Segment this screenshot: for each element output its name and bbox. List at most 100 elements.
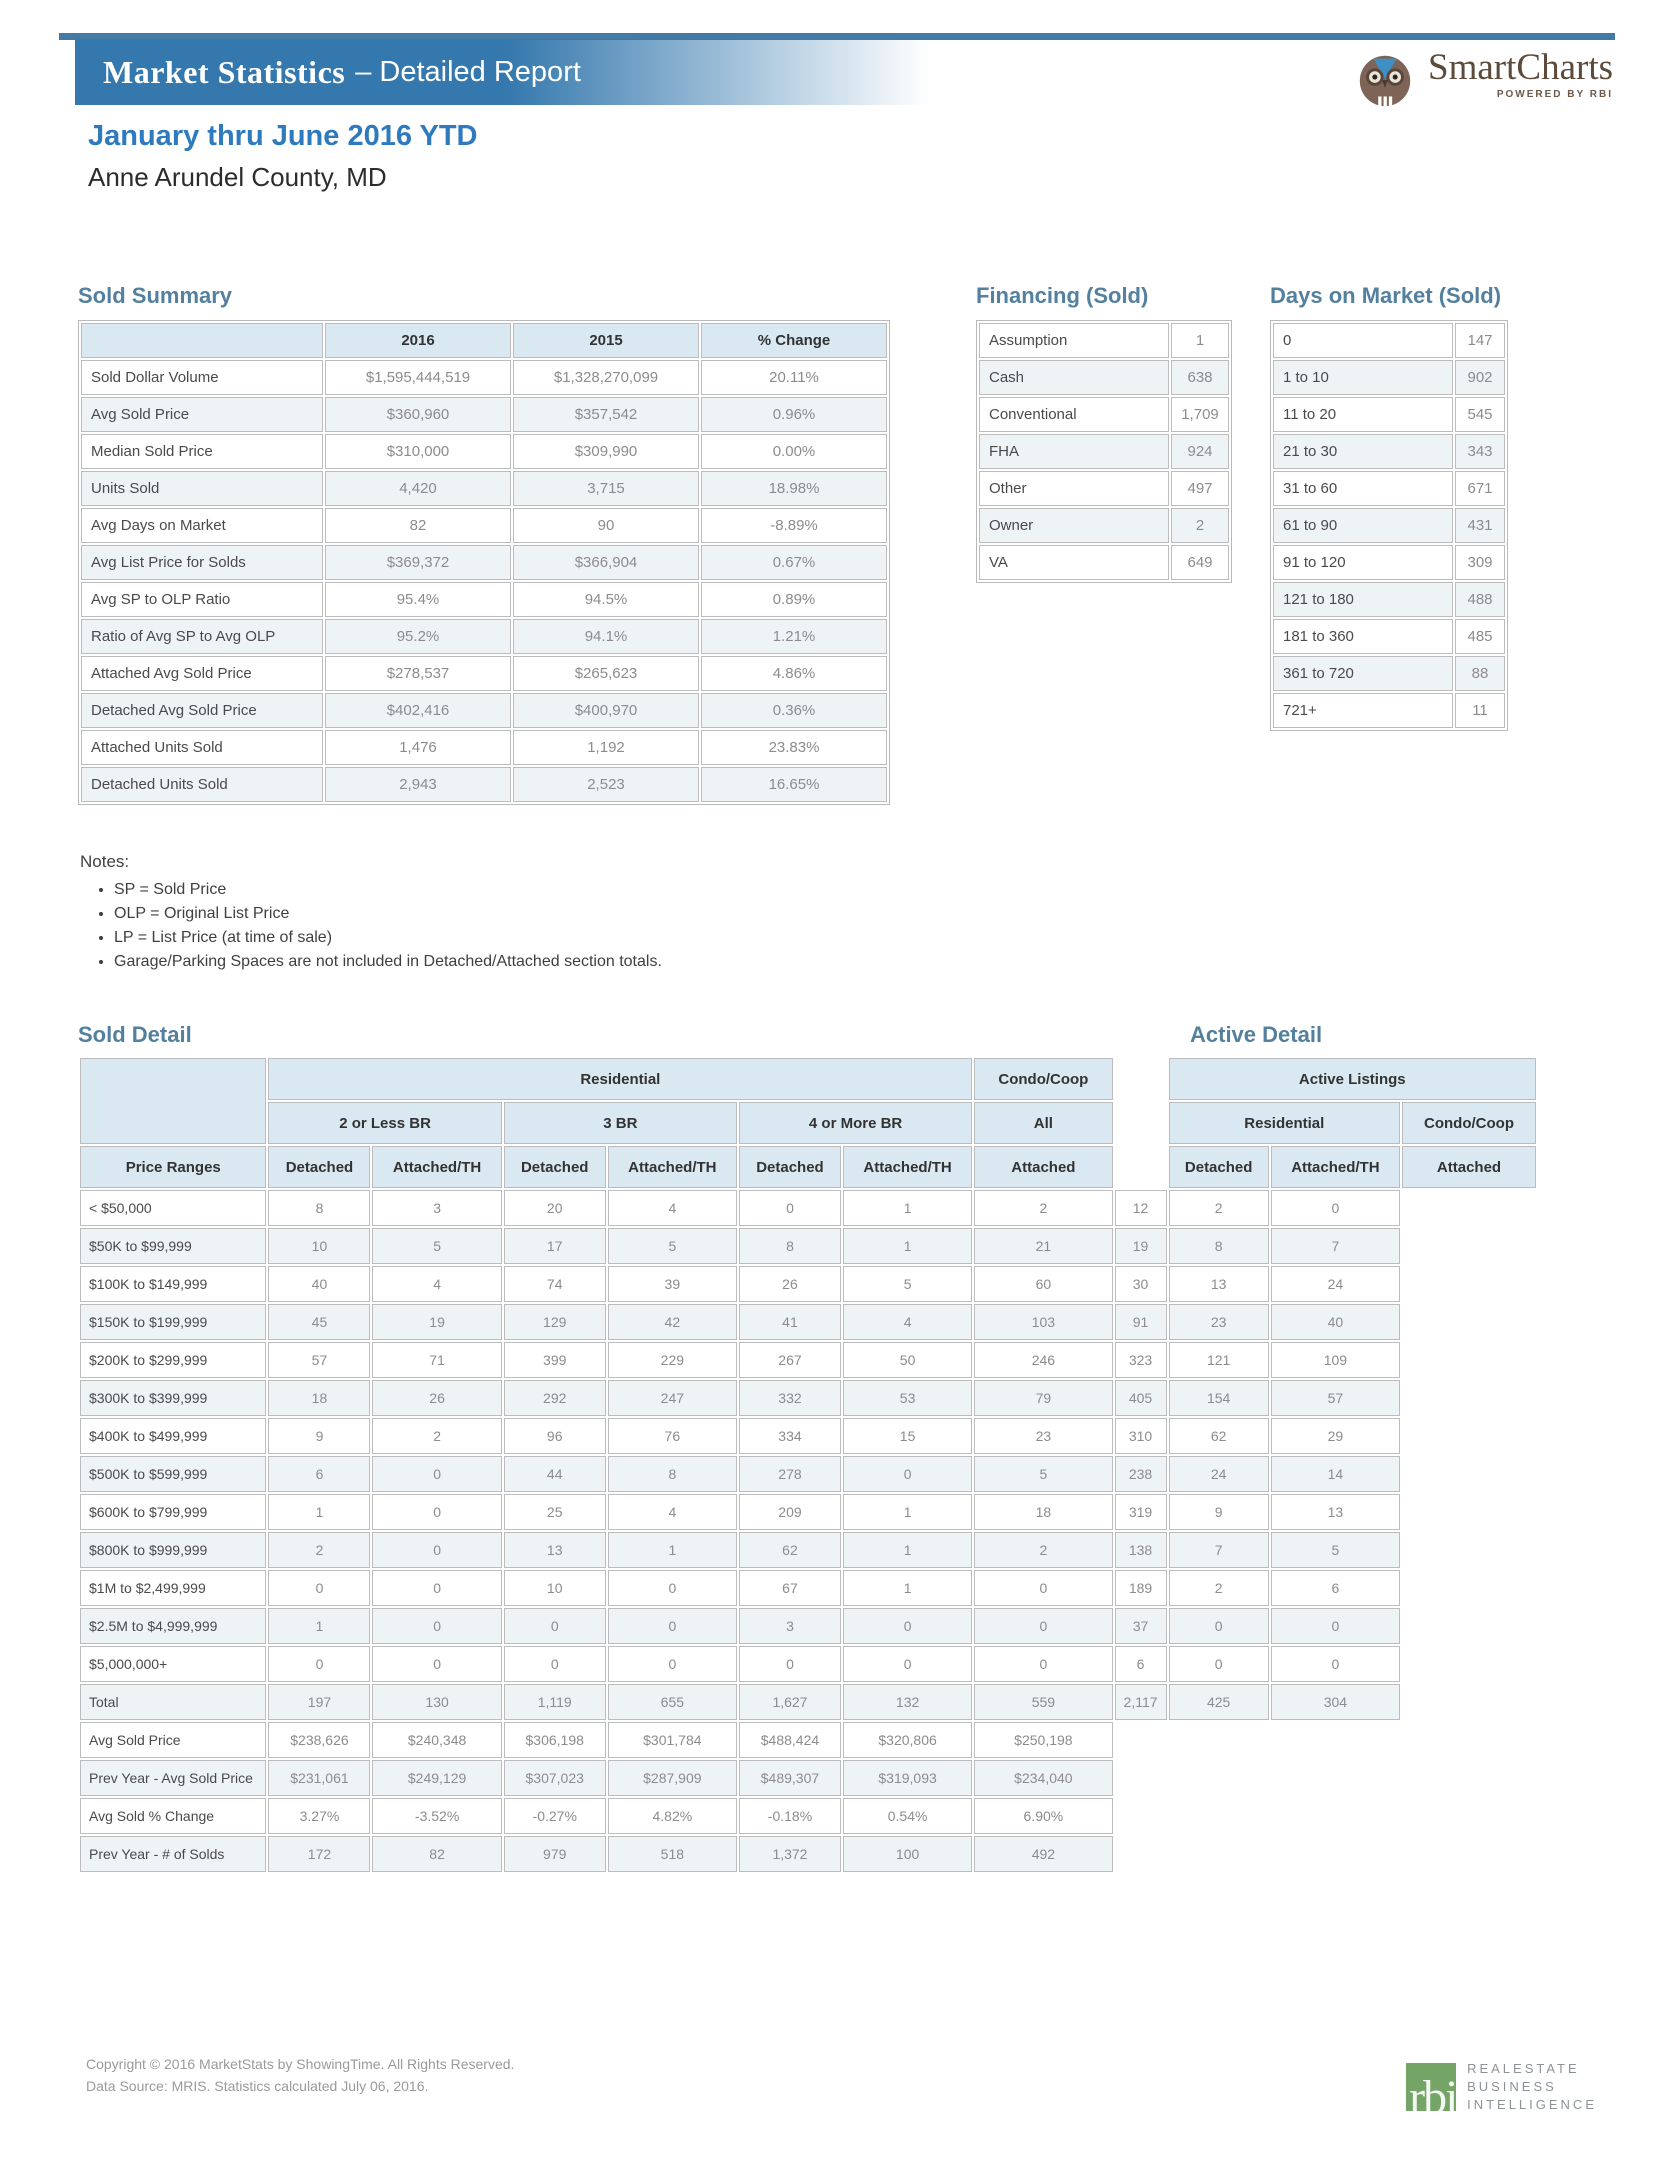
value-cell: 57 xyxy=(268,1342,371,1378)
value-cell: 10 xyxy=(503,1570,606,1606)
table-row: Owner 2 xyxy=(979,508,1229,543)
report-header-bar: Market Statistics – Detailed Report xyxy=(75,39,993,105)
row-label: Detached Units Sold xyxy=(81,767,323,802)
value-cell: 19 xyxy=(1114,1228,1167,1264)
value-cell: $360,960 xyxy=(325,397,511,432)
value-cell: 18.98% xyxy=(701,471,887,506)
value-cell: 1,627 xyxy=(738,1684,841,1720)
value-cell: 246 xyxy=(974,1342,1113,1378)
note-item: Garage/Parking Spaces are not included i… xyxy=(114,950,662,974)
report-period: January thru June 2016 YTD xyxy=(88,120,478,152)
price-range-label: $400K to $499,999 xyxy=(80,1418,267,1454)
value-cell: 5 xyxy=(1270,1532,1401,1568)
value-cell: $489,307 xyxy=(738,1760,841,1796)
value-cell: 12 xyxy=(1114,1190,1167,1226)
value-cell: $249,129 xyxy=(372,1760,502,1796)
value-cell: 0 xyxy=(1270,1646,1401,1682)
table-row: Attached Units Sold 1,476 1,192 23.83% xyxy=(81,730,887,765)
value-cell: 24 xyxy=(1168,1456,1269,1492)
detail-header-row-2: 2 or Less BR 3 BR 4 or More BR All Residenti… xyxy=(80,1102,1536,1144)
value-cell: 3,715 xyxy=(513,471,699,506)
footer-copyright: Copyright © 2016 MarketStats by ShowingT… xyxy=(86,2053,514,2097)
empty-cell xyxy=(1270,1798,1401,1834)
days-on-market-title: Days on Market (Sold) xyxy=(1270,283,1502,308)
table-row: Avg Days on Market 82 90 -8.89% xyxy=(81,508,887,543)
value-cell: 2,523 xyxy=(513,767,699,802)
value-cell: 6.90% xyxy=(974,1798,1113,1834)
smartcharts-tagline: POWERED BY RBI xyxy=(1496,89,1613,100)
empty-cell xyxy=(1168,1722,1269,1758)
table-row: $400K to $499,999 9 2 96 76 334 15 23 310 62 29 xyxy=(80,1418,1536,1454)
value-cell: 1 xyxy=(607,1532,737,1568)
value-cell: 71 xyxy=(372,1342,502,1378)
empty-cell xyxy=(1114,1760,1167,1796)
value-cell: 20.11% xyxy=(701,360,887,395)
value-cell: 3 xyxy=(372,1190,502,1226)
value-cell: -8.89% xyxy=(701,508,887,543)
note-item: SP = Sold Price xyxy=(114,878,662,902)
header-top-rule xyxy=(59,33,1615,40)
value-cell: 497 xyxy=(1171,471,1229,506)
table-row: $50K to $99,999 10 5 17 5 8 1 21 19 8 7 xyxy=(80,1228,1536,1264)
row-label: Sold Dollar Volume xyxy=(81,360,323,395)
table-row: Detached Units Sold 2,943 2,523 16.65% xyxy=(81,767,887,802)
value-cell: 1 xyxy=(842,1190,973,1226)
value-cell: 425 xyxy=(1168,1684,1269,1720)
value-cell: 100 xyxy=(842,1836,973,1872)
note-item: OLP = Original List Price xyxy=(114,902,662,926)
value-cell: 5 xyxy=(607,1228,737,1264)
value-cell: 189 xyxy=(1114,1570,1167,1606)
price-range-label: $200K to $299,999 xyxy=(80,1342,267,1378)
table-row: VA 649 xyxy=(979,545,1229,580)
value-cell: $309,990 xyxy=(513,434,699,469)
value-cell: 1 xyxy=(842,1532,973,1568)
value-cell: 310 xyxy=(1114,1418,1167,1454)
value-cell: 1.21% xyxy=(701,619,887,654)
total-row: Total 197 130 1,119 655 1,627 132 559 2,117 425 30… xyxy=(80,1684,1536,1720)
table-row: $1M to $2,499,999 0 0 10 0 67 1 0 189 2 6 xyxy=(80,1570,1536,1606)
value-cell: 5 xyxy=(974,1456,1113,1492)
detail-section: Sold Detail Active Detail Residential Con… xyxy=(78,1022,1538,1874)
row-label: 31 to 60 xyxy=(1273,471,1453,506)
value-cell: 4,420 xyxy=(325,471,511,506)
value-cell: 129 xyxy=(503,1304,606,1340)
value-cell: $1,328,270,099 xyxy=(513,360,699,395)
table-row: 21 to 30 343 xyxy=(1273,434,1505,469)
value-cell: 90 xyxy=(513,508,699,543)
table-row: $5,000,000+ 0 0 0 0 0 0 0 6 0 0 xyxy=(80,1646,1536,1682)
value-cell: 26 xyxy=(738,1266,841,1302)
value-cell: 13 xyxy=(1270,1494,1401,1530)
value-cell: 91 xyxy=(1114,1304,1167,1340)
value-cell: 19 xyxy=(372,1304,502,1340)
value-cell: 40 xyxy=(1270,1304,1401,1340)
value-cell: 11 xyxy=(1455,693,1505,728)
column-spacer xyxy=(1114,1058,1167,1188)
footer-line1: Copyright © 2016 MarketStats by ShowingT… xyxy=(86,2056,515,2072)
value-cell: 247 xyxy=(607,1380,737,1416)
sold-summary-col-header: 2015 xyxy=(513,323,699,358)
empty-cell xyxy=(1114,1722,1167,1758)
footer-line2: Data Source: MRIS. Statistics calculated… xyxy=(86,2078,429,2094)
sold-summary-col-header: 2016 xyxy=(325,323,511,358)
value-cell: 94.5% xyxy=(513,582,699,617)
value-cell: 1,709 xyxy=(1171,397,1229,432)
value-cell: 88 xyxy=(1455,656,1505,691)
value-cell: 238 xyxy=(1114,1456,1167,1492)
value-cell: 0.89% xyxy=(701,582,887,617)
value-cell: 130 xyxy=(372,1684,502,1720)
value-cell: 267 xyxy=(738,1342,841,1378)
value-cell: 121 xyxy=(1168,1342,1269,1378)
value-cell: 0 xyxy=(372,1456,502,1492)
value-cell: 6 xyxy=(1270,1570,1401,1606)
value-cell: 0 xyxy=(503,1646,606,1682)
row-label: Avg List Price for Solds xyxy=(81,545,323,580)
report-title-secondary: – Detailed Report xyxy=(355,55,581,88)
table-row: Cash 638 xyxy=(979,360,1229,395)
value-cell: 15 xyxy=(842,1418,973,1454)
smartcharts-name: SmartCharts xyxy=(1428,47,1613,88)
table-row: Avg Sold % Change 3.27% -3.52% -0.27% 4.82% -… xyxy=(80,1798,1536,1834)
sold-summary-title: Sold Summary xyxy=(78,283,233,308)
value-cell: 6 xyxy=(268,1456,371,1492)
value-cell: 0 xyxy=(1270,1608,1401,1644)
row-label: 361 to 720 xyxy=(1273,656,1453,691)
